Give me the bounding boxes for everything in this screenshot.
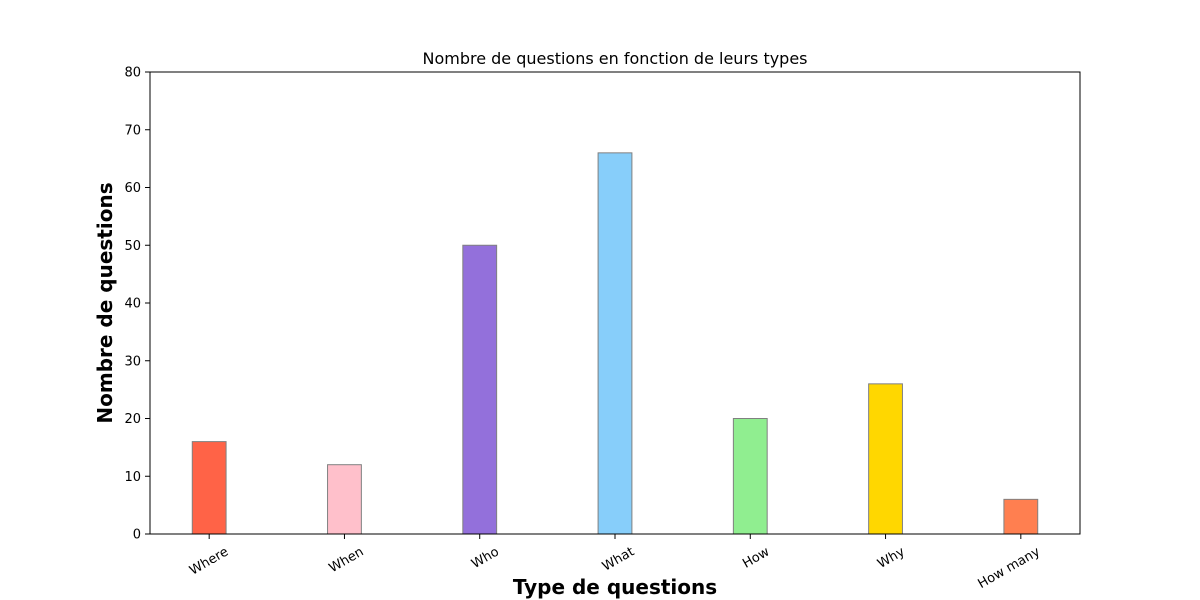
x-tick-label: How many <box>976 544 1044 592</box>
x-tick-label: What <box>600 544 637 574</box>
y-tick-label: 0 <box>133 528 141 543</box>
bar <box>462 244 498 535</box>
bar <box>191 441 227 535</box>
chart-title: Nombre de questions en fonction de leurs… <box>422 49 807 68</box>
y-tick-label: 30 <box>124 354 141 369</box>
x-tick-label: How <box>740 544 772 571</box>
y-tick-label: 50 <box>124 239 141 254</box>
y-tick-label: 70 <box>124 123 141 138</box>
x-tick-label: Why <box>875 544 908 572</box>
y-axis-label: Nombre de questions <box>93 182 117 423</box>
y-tick-label: 40 <box>124 297 141 312</box>
x-tick-label: Where <box>187 544 231 578</box>
y-tick-label: 20 <box>124 412 141 427</box>
y-tick-label: 60 <box>124 181 141 196</box>
bar <box>327 464 362 535</box>
bar <box>1003 498 1039 535</box>
bar <box>868 383 903 535</box>
y-tick-label: 80 <box>124 66 141 81</box>
y-tick-label: 10 <box>124 470 141 485</box>
plot-frame <box>149 71 1081 535</box>
x-tick-label: When <box>327 544 367 576</box>
bar <box>732 418 768 535</box>
bar <box>597 152 633 535</box>
x-axis-label: Type de questions <box>513 575 717 599</box>
x-tick-label: Who <box>469 544 502 572</box>
